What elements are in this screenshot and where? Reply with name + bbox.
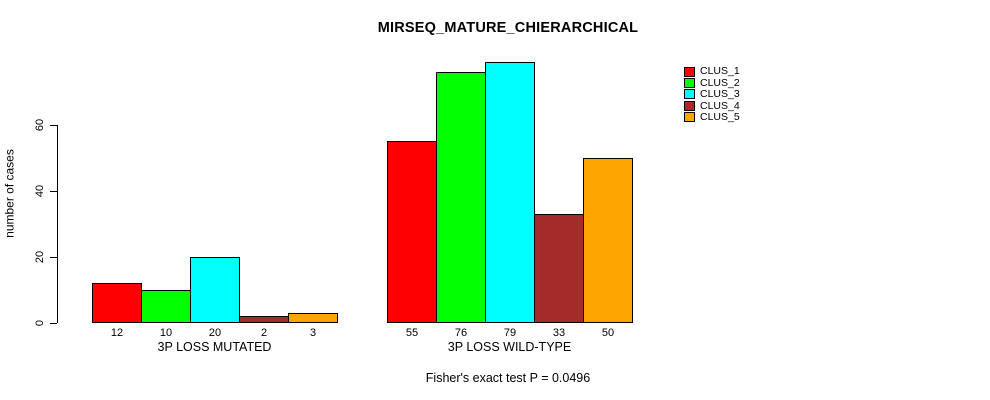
legend-swatch [684, 112, 695, 123]
caption: Fisher's exact test P = 0.0496 [425, 371, 591, 385]
chart-title: MIRSEQ_MATURE_CHIERARCHICAL [377, 20, 639, 36]
y-tick-label: 0 [34, 319, 46, 326]
bar-value-label: 76 [454, 327, 468, 339]
bar-clus_1-group2 [387, 141, 437, 323]
legend: CLUS_1 CLUS_2 CLUS_3 CLUS_4 CLUS_5 [684, 66, 740, 123]
y-tick-mark [50, 256, 57, 258]
legend-swatch [684, 100, 695, 111]
legend-label: CLUS_1 [700, 65, 740, 78]
legend-item-clus_1: CLUS_1 [684, 66, 740, 77]
legend-swatch [684, 66, 695, 77]
bar-clus_4-group2 [534, 214, 584, 323]
bar-value-label: 50 [601, 327, 615, 339]
legend-item-clus_3: CLUS_3 [684, 89, 740, 100]
bar-value-label: 79 [503, 327, 517, 339]
y-tick-label: 40 [34, 184, 46, 197]
legend-item-clus_5: CLUS_5 [684, 112, 740, 123]
y-axis-label: number of cases [2, 149, 17, 238]
legend-label: CLUS_4 [700, 99, 740, 112]
legend-label: CLUS_3 [700, 88, 740, 101]
bar-clus_5-group2 [583, 158, 633, 323]
y-tick-mark [50, 124, 57, 126]
group-label: 3P LOSS MUTATED [157, 340, 272, 354]
bar-value-label: 20 [208, 327, 222, 339]
y-tick-label: 20 [34, 250, 46, 263]
legend-label: CLUS_5 [700, 111, 740, 123]
bar-value-label: 55 [405, 327, 419, 339]
bar-value-label: 2 [260, 327, 268, 339]
legend-label: CLUS_2 [700, 76, 740, 89]
bar-value-label: 12 [110, 327, 124, 339]
legend-item-clus_2: CLUS_2 [684, 76, 740, 89]
bar-value-label: 33 [552, 327, 566, 339]
bar-clus_3-group1 [190, 257, 240, 323]
y-tick-label: 60 [34, 118, 46, 131]
bar-clus_4-group1 [239, 316, 289, 323]
bar-value-label: 10 [159, 327, 173, 339]
bar-clus_2-group2 [436, 72, 486, 323]
legend-swatch [684, 78, 695, 89]
legend-swatch [684, 89, 695, 100]
legend-item-clus_4: CLUS_4 [684, 100, 740, 111]
y-tick-mark [50, 190, 57, 192]
bar-clus_1-group1 [92, 283, 142, 323]
y-tick-mark [50, 322, 57, 324]
group-label: 3P LOSS WILD-TYPE [447, 340, 572, 354]
bar-clus_3-group2 [485, 62, 535, 323]
bar-clus_5-group1 [288, 313, 338, 323]
y-axis-line [57, 124, 58, 323]
bar-clus_2-group1 [141, 290, 191, 323]
bar-value-label: 3 [309, 327, 317, 339]
